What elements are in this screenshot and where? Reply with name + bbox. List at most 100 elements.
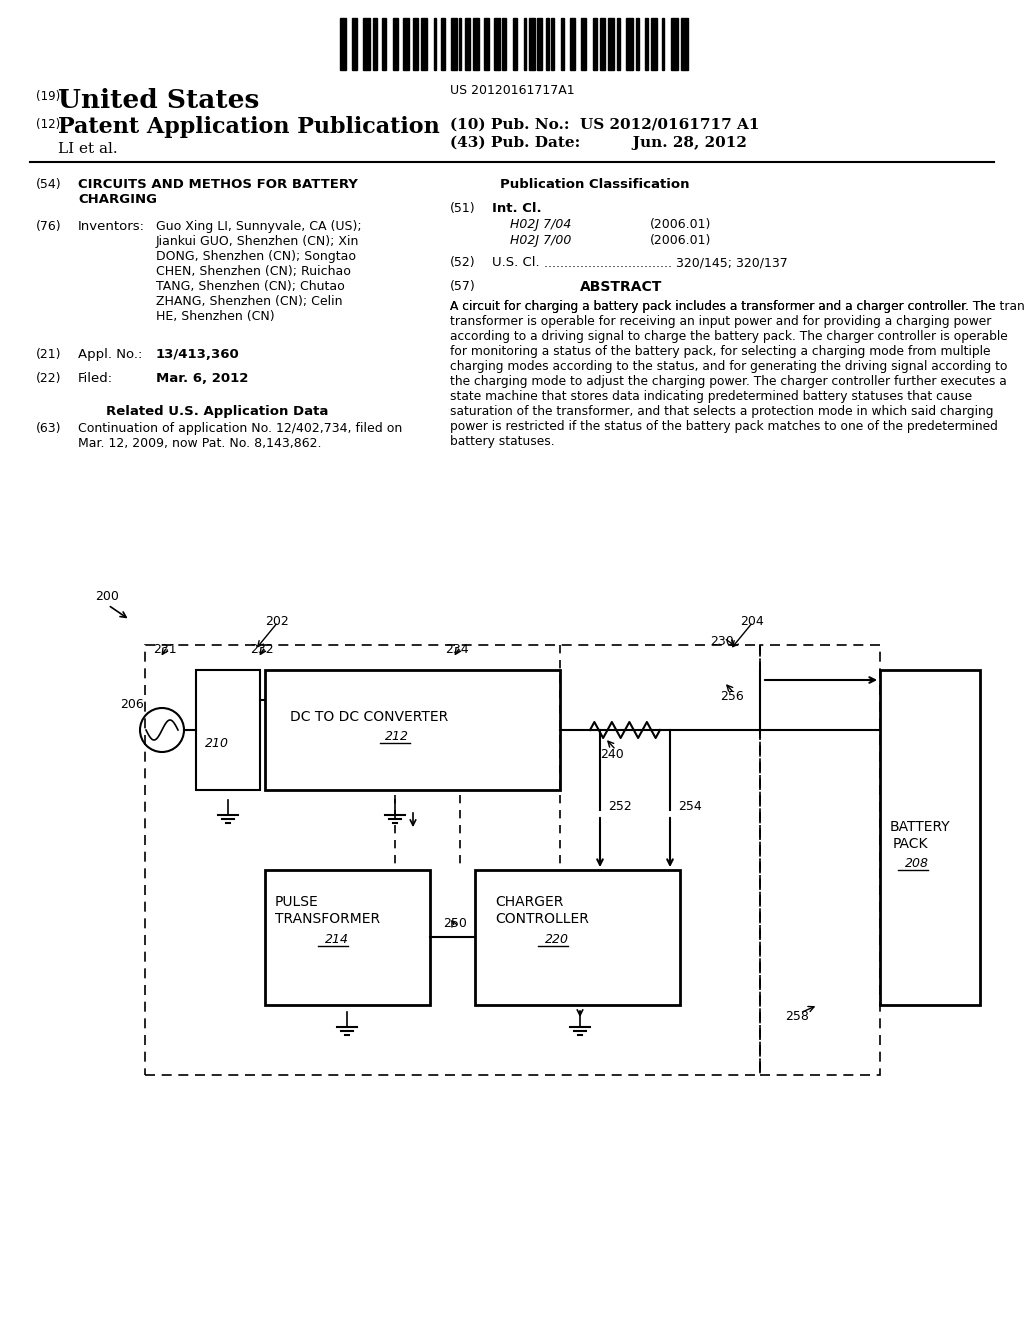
Bar — [340, 18, 345, 70]
Text: PACK: PACK — [893, 837, 929, 851]
Text: (51): (51) — [450, 202, 475, 215]
Bar — [494, 18, 500, 70]
Text: Mar. 6, 2012: Mar. 6, 2012 — [156, 372, 249, 385]
Text: 200: 200 — [95, 590, 119, 603]
Text: 230: 230 — [710, 635, 734, 648]
Text: CIRCUITS AND METHOS FOR BATTERY
CHARGING: CIRCUITS AND METHOS FOR BATTERY CHARGING — [78, 178, 357, 206]
Bar — [422, 18, 427, 70]
Bar — [651, 18, 656, 70]
Bar — [581, 18, 587, 70]
Bar — [513, 18, 517, 70]
Text: H02J 7/04: H02J 7/04 — [510, 218, 571, 231]
Bar — [760, 645, 880, 1074]
Bar — [570, 18, 575, 70]
Text: (54): (54) — [36, 178, 61, 191]
Text: Appl. No.:: Appl. No.: — [78, 348, 142, 360]
Bar — [473, 18, 478, 70]
Text: (43) Pub. Date:          Jun. 28, 2012: (43) Pub. Date: Jun. 28, 2012 — [450, 136, 746, 150]
Bar — [608, 18, 614, 70]
Text: 256: 256 — [720, 690, 743, 704]
Bar — [529, 18, 535, 70]
Text: 214: 214 — [325, 933, 349, 946]
Text: (21): (21) — [36, 348, 61, 360]
Bar — [382, 18, 386, 70]
Bar — [561, 18, 564, 70]
Text: PULSE: PULSE — [275, 895, 318, 909]
Text: Int. Cl.: Int. Cl. — [492, 202, 542, 215]
Text: TRANSFORMER: TRANSFORMER — [275, 912, 380, 927]
Bar — [645, 18, 648, 70]
Text: ................................ 320/145; 320/137: ................................ 320/145… — [540, 256, 787, 269]
Bar — [551, 18, 555, 70]
Text: Continuation of application No. 12/402,734, filed on
Mar. 12, 2009, now Pat. No.: Continuation of application No. 12/402,7… — [78, 422, 402, 450]
Text: 212: 212 — [385, 730, 409, 743]
Bar — [663, 18, 665, 70]
Text: Patent Application Publication: Patent Application Publication — [58, 116, 439, 139]
Text: H02J 7/00: H02J 7/00 — [510, 234, 571, 247]
Bar — [393, 18, 398, 70]
Bar — [475, 870, 680, 1005]
Text: 252: 252 — [608, 800, 632, 813]
Text: DC TO DC CONVERTER: DC TO DC CONVERTER — [290, 710, 449, 723]
Text: CHARGER: CHARGER — [495, 895, 563, 909]
Text: A circuit for charging a battery pack includes a transformer and a charger contr: A circuit for charging a battery pack in… — [450, 300, 1008, 447]
Text: (22): (22) — [36, 372, 61, 385]
Text: Filed:: Filed: — [78, 372, 113, 385]
Text: 234: 234 — [445, 643, 469, 656]
Bar — [364, 18, 370, 70]
Text: (2006.01): (2006.01) — [650, 218, 712, 231]
Text: US 20120161717A1: US 20120161717A1 — [450, 84, 574, 96]
Text: 13/413,360: 13/413,360 — [156, 348, 240, 360]
Bar — [459, 18, 461, 70]
Bar — [452, 18, 457, 70]
Text: (63): (63) — [36, 422, 61, 436]
Bar — [373, 18, 378, 70]
Text: 258: 258 — [785, 1010, 809, 1023]
Bar — [465, 18, 470, 70]
Text: 232: 232 — [250, 643, 273, 656]
Bar — [617, 18, 621, 70]
Text: U.S. Cl.: U.S. Cl. — [492, 256, 540, 269]
Text: 231: 231 — [153, 643, 176, 656]
Text: 210: 210 — [205, 737, 229, 750]
Text: (12): (12) — [36, 117, 60, 131]
Bar — [402, 18, 410, 70]
Text: Inventors:: Inventors: — [78, 220, 145, 234]
Bar — [626, 18, 633, 70]
Bar — [484, 18, 488, 70]
Text: United States: United States — [58, 88, 259, 114]
Bar — [880, 671, 980, 1005]
Bar — [502, 18, 506, 70]
Text: (2006.01): (2006.01) — [650, 234, 712, 247]
Text: (57): (57) — [450, 280, 476, 293]
Bar — [636, 18, 639, 70]
Text: 254: 254 — [678, 800, 701, 813]
Bar — [537, 18, 543, 70]
Text: Related U.S. Application Data: Related U.S. Application Data — [106, 405, 329, 418]
Text: Publication Classification: Publication Classification — [500, 178, 689, 191]
Bar — [352, 18, 356, 70]
Bar — [593, 18, 597, 70]
Text: CONTROLLER: CONTROLLER — [495, 912, 589, 927]
Bar — [413, 18, 418, 70]
Bar — [145, 645, 760, 1074]
Bar — [433, 18, 435, 70]
Text: (19): (19) — [36, 90, 60, 103]
Bar — [265, 671, 560, 789]
Text: Guo Xing LI, Sunnyvale, CA (US);
Jiankui GUO, Shenzhen (CN); Xin
DONG, Shenzhen : Guo Xing LI, Sunnyvale, CA (US); Jiankui… — [156, 220, 361, 323]
Bar — [441, 18, 444, 70]
Bar — [600, 18, 605, 70]
Text: 240: 240 — [600, 748, 624, 762]
Text: (10) Pub. No.:  US 2012/0161717 A1: (10) Pub. No.: US 2012/0161717 A1 — [450, 117, 760, 132]
Text: 202: 202 — [265, 615, 289, 628]
Text: 204: 204 — [740, 615, 764, 628]
Bar — [265, 870, 430, 1005]
Text: LI et al.: LI et al. — [58, 143, 118, 156]
Text: (76): (76) — [36, 220, 61, 234]
Bar — [546, 18, 549, 70]
Bar — [523, 18, 526, 70]
Text: A circuit for charging a battery pack includes a transformer and a charger contr: A circuit for charging a battery pack in… — [450, 300, 1024, 313]
Text: 220: 220 — [545, 933, 569, 946]
Bar — [196, 671, 260, 789]
Text: 208: 208 — [905, 857, 929, 870]
